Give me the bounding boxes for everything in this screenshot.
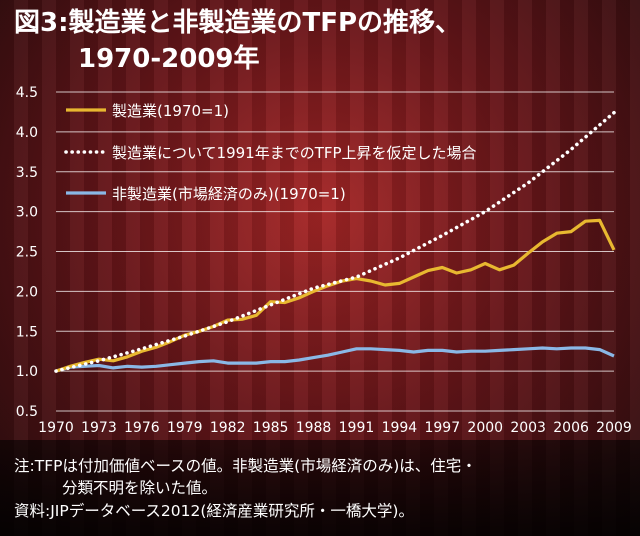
- legend-label: 製造業(1970=1): [112, 102, 229, 120]
- y-tick-label: 3.0: [16, 205, 38, 221]
- x-tick-label: 1994: [382, 420, 418, 436]
- y-axis-ticks: 0.5 1.0 1.5 2.0 2.5 3.0 3.5 4.0 4.5: [16, 85, 38, 420]
- y-tick-label: 2.5: [16, 245, 38, 261]
- x-tick-label: 1991: [339, 420, 375, 436]
- y-tick-label: 1.5: [16, 324, 38, 340]
- x-tick-label: 1982: [210, 420, 246, 436]
- x-tick-label: 1976: [124, 420, 160, 436]
- x-tick-label: 2003: [510, 420, 546, 436]
- x-tick-label: 1985: [253, 420, 289, 436]
- x-tick-label: 1997: [424, 420, 460, 436]
- y-tick-label: 2.0: [16, 284, 38, 300]
- chart-title: 図3:製造業と非製造業のTFPの推移、: [14, 8, 462, 38]
- x-tick-label: 1970: [38, 420, 74, 436]
- nonmanufacturing-line: [55, 346, 615, 373]
- legend-label: 製造業について1991年までのTFP上昇を仮定した場合: [112, 144, 477, 162]
- y-tick-label: 4.0: [16, 125, 38, 141]
- x-tick-label: 1979: [167, 420, 203, 436]
- source-line: 資料:JIPデータベース2012(経済産業研究所・一橋大学)。: [14, 502, 414, 520]
- y-tick-label: 0.5: [16, 404, 38, 420]
- y-tick-label: 1.0: [16, 364, 38, 380]
- gridlines: [56, 91, 614, 412]
- y-tick-label: 3.5: [16, 165, 38, 181]
- hypothetical-trend-line: [54, 110, 616, 373]
- x-axis-ticks: 1970 1973 1976 1979 1982 1985 1988 1991 1994 1997…: [38, 420, 632, 436]
- y-tick-label: 4.5: [16, 85, 38, 101]
- legend-label: 非製造業(市場経済のみ)(1970=1): [112, 185, 346, 203]
- notes-background: [0, 440, 640, 536]
- note-line-1: 注:TFPは付加価値ベースの値。非製造業(市場経済のみ)は、住宅・: [14, 457, 477, 475]
- chart-title-years: 1970-2009年: [78, 44, 260, 74]
- x-tick-label: 2009: [596, 420, 632, 436]
- series-lines: [54, 110, 616, 373]
- note-line-2: 分類不明を除いた値。: [62, 479, 218, 497]
- x-tick-label: 1988: [296, 420, 332, 436]
- x-tick-label: 1973: [81, 420, 117, 436]
- x-tick-label: 2006: [553, 420, 589, 436]
- legend: 製造業(1970=1) 製造業について1991年までのTFP上昇を仮定した場合非製…: [64, 102, 477, 203]
- x-tick-label: 2000: [467, 420, 503, 436]
